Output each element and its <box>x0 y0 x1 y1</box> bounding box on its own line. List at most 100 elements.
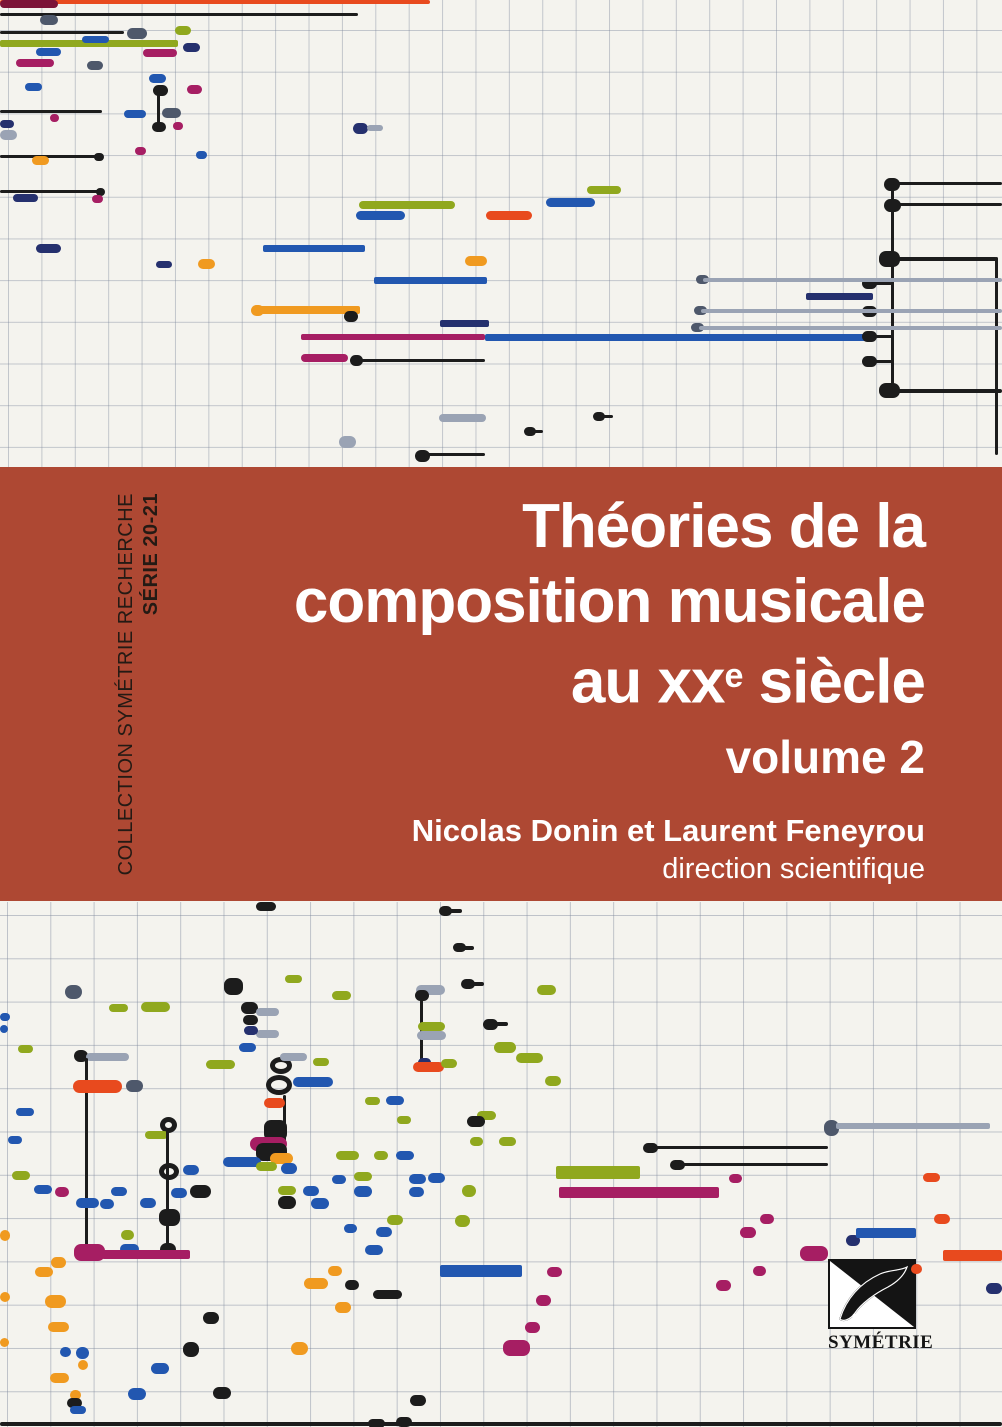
art-mark <box>471 982 484 986</box>
art-mark <box>652 1146 828 1149</box>
art-mark <box>934 1214 950 1224</box>
art-mark <box>256 902 276 911</box>
art-mark <box>203 1312 219 1324</box>
art-mark <box>313 1058 329 1066</box>
art-mark <box>36 48 61 56</box>
art-mark <box>109 1004 128 1012</box>
art-mark <box>291 1342 308 1355</box>
art-mark <box>417 1031 446 1040</box>
art-mark <box>387 1215 403 1225</box>
art-mark <box>86 1053 129 1061</box>
art-mark <box>356 211 405 220</box>
title-block: Théories de la composition musicale au x… <box>293 489 926 887</box>
art-mark <box>874 282 892 285</box>
art-mark <box>0 155 100 158</box>
art-mark <box>78 1360 88 1370</box>
art-mark <box>100 1199 114 1209</box>
art-mark <box>145 1131 168 1139</box>
art-mark <box>986 1283 1002 1294</box>
art-mark <box>213 1387 231 1399</box>
art-mark <box>16 1108 34 1116</box>
art-mark <box>462 1185 476 1197</box>
art-mark <box>0 1025 8 1033</box>
art-mark <box>486 211 532 220</box>
art-mark <box>879 251 900 267</box>
art-mark <box>386 1096 404 1105</box>
art-mark <box>74 1050 88 1062</box>
art-mark <box>0 1230 10 1241</box>
art-mark <box>74 1244 105 1261</box>
art-mark <box>153 85 168 96</box>
graphic-score-artwork-bottom: SYMÉTRIE <box>0 902 1002 1427</box>
art-mark <box>183 1342 199 1357</box>
art-mark <box>82 36 109 43</box>
art-mark <box>34 1185 52 1194</box>
art-mark <box>516 1053 543 1063</box>
art-mark <box>556 1166 640 1179</box>
art-mark <box>336 1151 359 1160</box>
title-band <box>0 467 1002 901</box>
art-mark <box>943 1250 1002 1261</box>
publisher-name: SYMÉTRIE <box>828 1332 934 1353</box>
art-mark <box>301 334 485 340</box>
art-mark <box>413 1062 444 1072</box>
art-mark <box>241 1002 258 1014</box>
art-mark <box>190 1185 211 1198</box>
art-mark <box>70 1390 81 1400</box>
art-mark <box>256 1008 279 1016</box>
volume-number: volume 2 <box>725 731 925 784</box>
superscript-e: e <box>724 657 743 695</box>
art-mark <box>856 1228 916 1238</box>
art-mark <box>50 114 59 122</box>
art-mark <box>304 1278 328 1289</box>
art-mark <box>424 453 485 456</box>
art-mark <box>524 427 536 436</box>
art-mark <box>353 123 368 134</box>
art-mark <box>533 430 543 433</box>
art-mark <box>893 182 1002 185</box>
art-mark <box>278 1196 296 1209</box>
art-mark <box>396 1151 414 1160</box>
art-mark <box>166 1130 169 1250</box>
art-mark <box>196 151 207 159</box>
art-mark <box>376 1227 392 1237</box>
art-mark <box>559 1187 719 1198</box>
art-mark <box>175 26 191 35</box>
art-mark <box>416 985 445 995</box>
book-title-line-1: Théories de la <box>522 492 926 561</box>
art-mark <box>494 1042 516 1053</box>
art-mark <box>373 1290 402 1299</box>
art-mark <box>73 1080 122 1093</box>
art-mark <box>36 244 61 253</box>
art-mark <box>374 277 487 284</box>
art-mark <box>87 61 103 70</box>
art-mark <box>85 1058 88 1251</box>
art-mark <box>303 1186 319 1196</box>
art-mark <box>467 1116 485 1127</box>
art-mark <box>862 331 877 342</box>
art-mark <box>806 293 873 300</box>
art-mark <box>102 1250 190 1259</box>
art-mark <box>0 190 102 193</box>
book-title-line-2: composition musicale <box>293 567 926 636</box>
art-mark <box>800 1246 828 1261</box>
art-mark <box>45 1295 66 1308</box>
art-mark <box>121 1230 134 1240</box>
art-mark <box>441 1059 457 1068</box>
art-mark <box>293 1077 333 1087</box>
art-mark <box>545 1076 561 1086</box>
art-mark <box>96 188 105 196</box>
art-mark <box>183 1165 199 1175</box>
art-mark <box>128 1388 146 1400</box>
art-mark <box>461 979 475 989</box>
art-mark <box>354 1172 372 1181</box>
authors: Nicolas Donin et Laurent Feneyrou <box>411 813 925 849</box>
art-mark <box>415 450 430 462</box>
art-mark <box>339 436 356 448</box>
art-mark <box>462 946 474 950</box>
art-mark <box>0 31 124 34</box>
art-mark <box>879 383 900 398</box>
art-mark <box>0 13 358 16</box>
art-mark <box>374 1151 388 1160</box>
